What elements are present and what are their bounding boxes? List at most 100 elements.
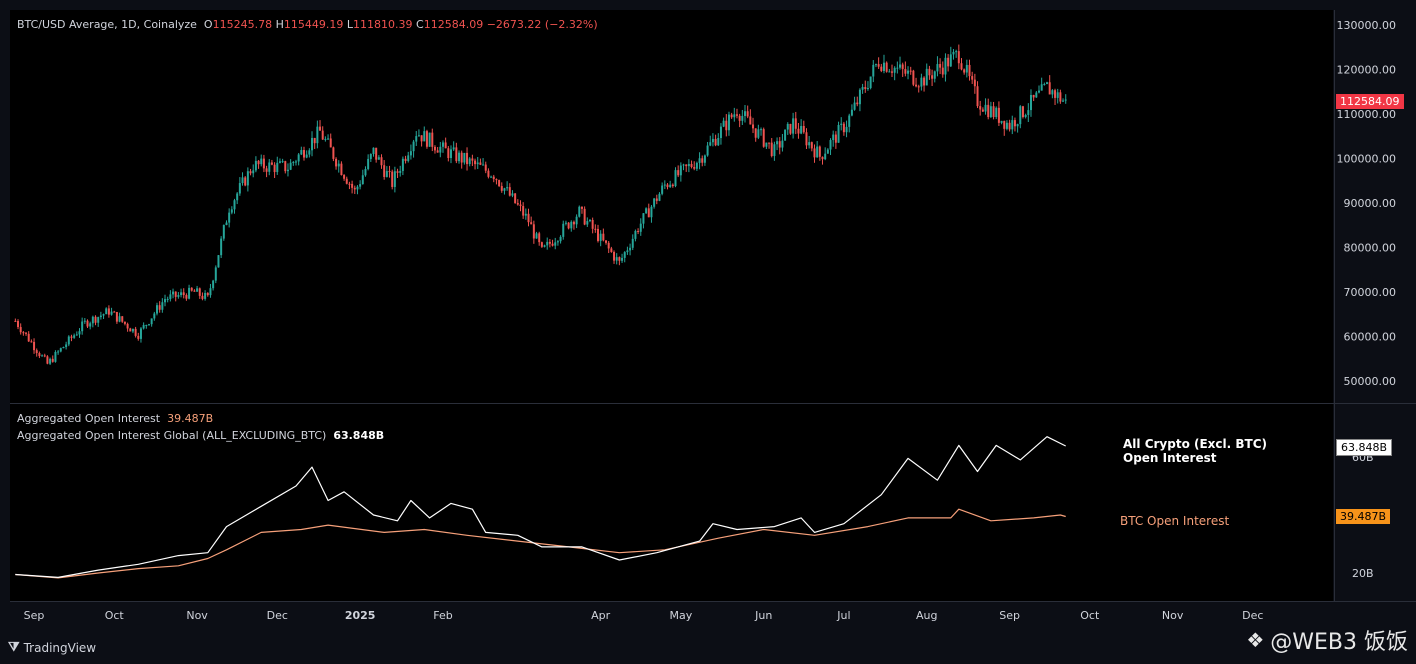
- candle-body: [570, 221, 573, 229]
- candle-body: [78, 331, 81, 335]
- candle-body: [361, 175, 364, 185]
- candle-body: [621, 257, 624, 261]
- alt-oi-line: [15, 436, 1066, 578]
- candle-body: [979, 106, 982, 110]
- candle-body: [679, 165, 682, 176]
- candle-body: [770, 142, 773, 157]
- candle-body: [776, 141, 779, 145]
- candle-body: [115, 312, 118, 322]
- candle-body: [487, 170, 490, 177]
- candle-body: [802, 126, 805, 133]
- candle-body: [516, 203, 519, 205]
- candle-body: [233, 200, 236, 210]
- candle-body: [741, 115, 744, 121]
- price-tick-label: 130000.00: [1337, 19, 1397, 32]
- candle-body: [939, 64, 942, 68]
- candle-body: [22, 332, 25, 334]
- candle-body: [110, 311, 113, 315]
- candle-body: [864, 87, 867, 89]
- candle-body: [730, 114, 733, 118]
- candle-body: [773, 144, 776, 157]
- candle-body: [746, 111, 749, 117]
- symbol-label: BTC/USD Average, 1D, Coinalyze: [17, 18, 197, 31]
- candle-body: [262, 158, 265, 169]
- candle-body: [343, 175, 346, 179]
- candle-body: [214, 267, 217, 281]
- candle-body: [439, 146, 442, 153]
- candle-body: [1013, 120, 1016, 127]
- candle-body: [337, 163, 340, 167]
- candle-body: [1011, 120, 1014, 130]
- candle-body: [460, 152, 463, 163]
- candle-body: [316, 126, 319, 144]
- candle-body: [591, 219, 594, 229]
- candle-body: [866, 88, 869, 90]
- candle-body: [925, 68, 928, 86]
- candle-body: [899, 64, 902, 68]
- candle-body: [840, 123, 843, 125]
- candle-body: [629, 247, 632, 251]
- candle-body: [450, 149, 452, 159]
- candle-body: [73, 335, 76, 338]
- candle-body: [1016, 124, 1019, 127]
- candle-body: [81, 321, 84, 332]
- candle-body: [832, 134, 835, 141]
- candle-body: [260, 158, 263, 165]
- alt-oi-annotation-line1: All Crypto (Excl. BTC): [1123, 437, 1267, 451]
- candle-body: [554, 242, 557, 246]
- candle-body: [564, 222, 567, 224]
- candle-body: [690, 163, 693, 167]
- candle-body: [546, 241, 549, 246]
- candle-body: [762, 129, 765, 147]
- candle-body: [947, 57, 950, 67]
- candle-body: [35, 350, 38, 354]
- btc-oi-tag: 39.487B: [1336, 509, 1391, 524]
- candle-body: [685, 164, 688, 167]
- candle-body: [794, 118, 797, 129]
- candle-body: [650, 206, 653, 218]
- candle-body: [869, 76, 872, 89]
- candle-body: [241, 177, 244, 184]
- candle-body: [254, 160, 257, 171]
- candle-body: [308, 150, 311, 155]
- candle-body: [415, 136, 418, 142]
- candle-body: [131, 328, 134, 332]
- close-label: C: [416, 18, 424, 31]
- candle-body: [420, 135, 423, 142]
- candle-body: [70, 336, 73, 338]
- candle-body: [880, 66, 883, 71]
- candle-body: [599, 233, 602, 241]
- candle-body: [57, 351, 60, 353]
- candle-body: [562, 223, 565, 237]
- candle-body: [364, 169, 367, 176]
- candle-body: [129, 328, 132, 332]
- candle-body: [597, 228, 599, 241]
- candle-body: [984, 104, 987, 112]
- candle-body: [891, 71, 893, 73]
- candle-body: [1027, 110, 1030, 115]
- candle-body: [837, 124, 840, 143]
- candle-body: [46, 356, 49, 364]
- candle-body: [236, 193, 239, 201]
- candle-body: [615, 257, 618, 261]
- candle-body: [765, 142, 768, 147]
- candle-body: [492, 176, 495, 180]
- candle-body: [425, 131, 428, 147]
- time-tick-label: Sep: [24, 609, 45, 622]
- low-value: 111810.39: [353, 18, 413, 31]
- candle-body: [49, 358, 52, 364]
- candle-body: [826, 149, 829, 154]
- candle-body: [1021, 106, 1024, 118]
- candle-body: [407, 155, 410, 161]
- candle-body: [709, 142, 712, 146]
- candle-body: [829, 140, 832, 150]
- candle-body: [150, 318, 153, 325]
- candle-body: [284, 161, 287, 172]
- candle-body: [30, 341, 33, 343]
- candle-body: [853, 102, 856, 110]
- tradingview-logo[interactable]: ⧩ TradingView: [8, 640, 96, 655]
- candle-body: [158, 305, 161, 310]
- candle-body: [543, 245, 546, 247]
- candle-body: [572, 221, 575, 225]
